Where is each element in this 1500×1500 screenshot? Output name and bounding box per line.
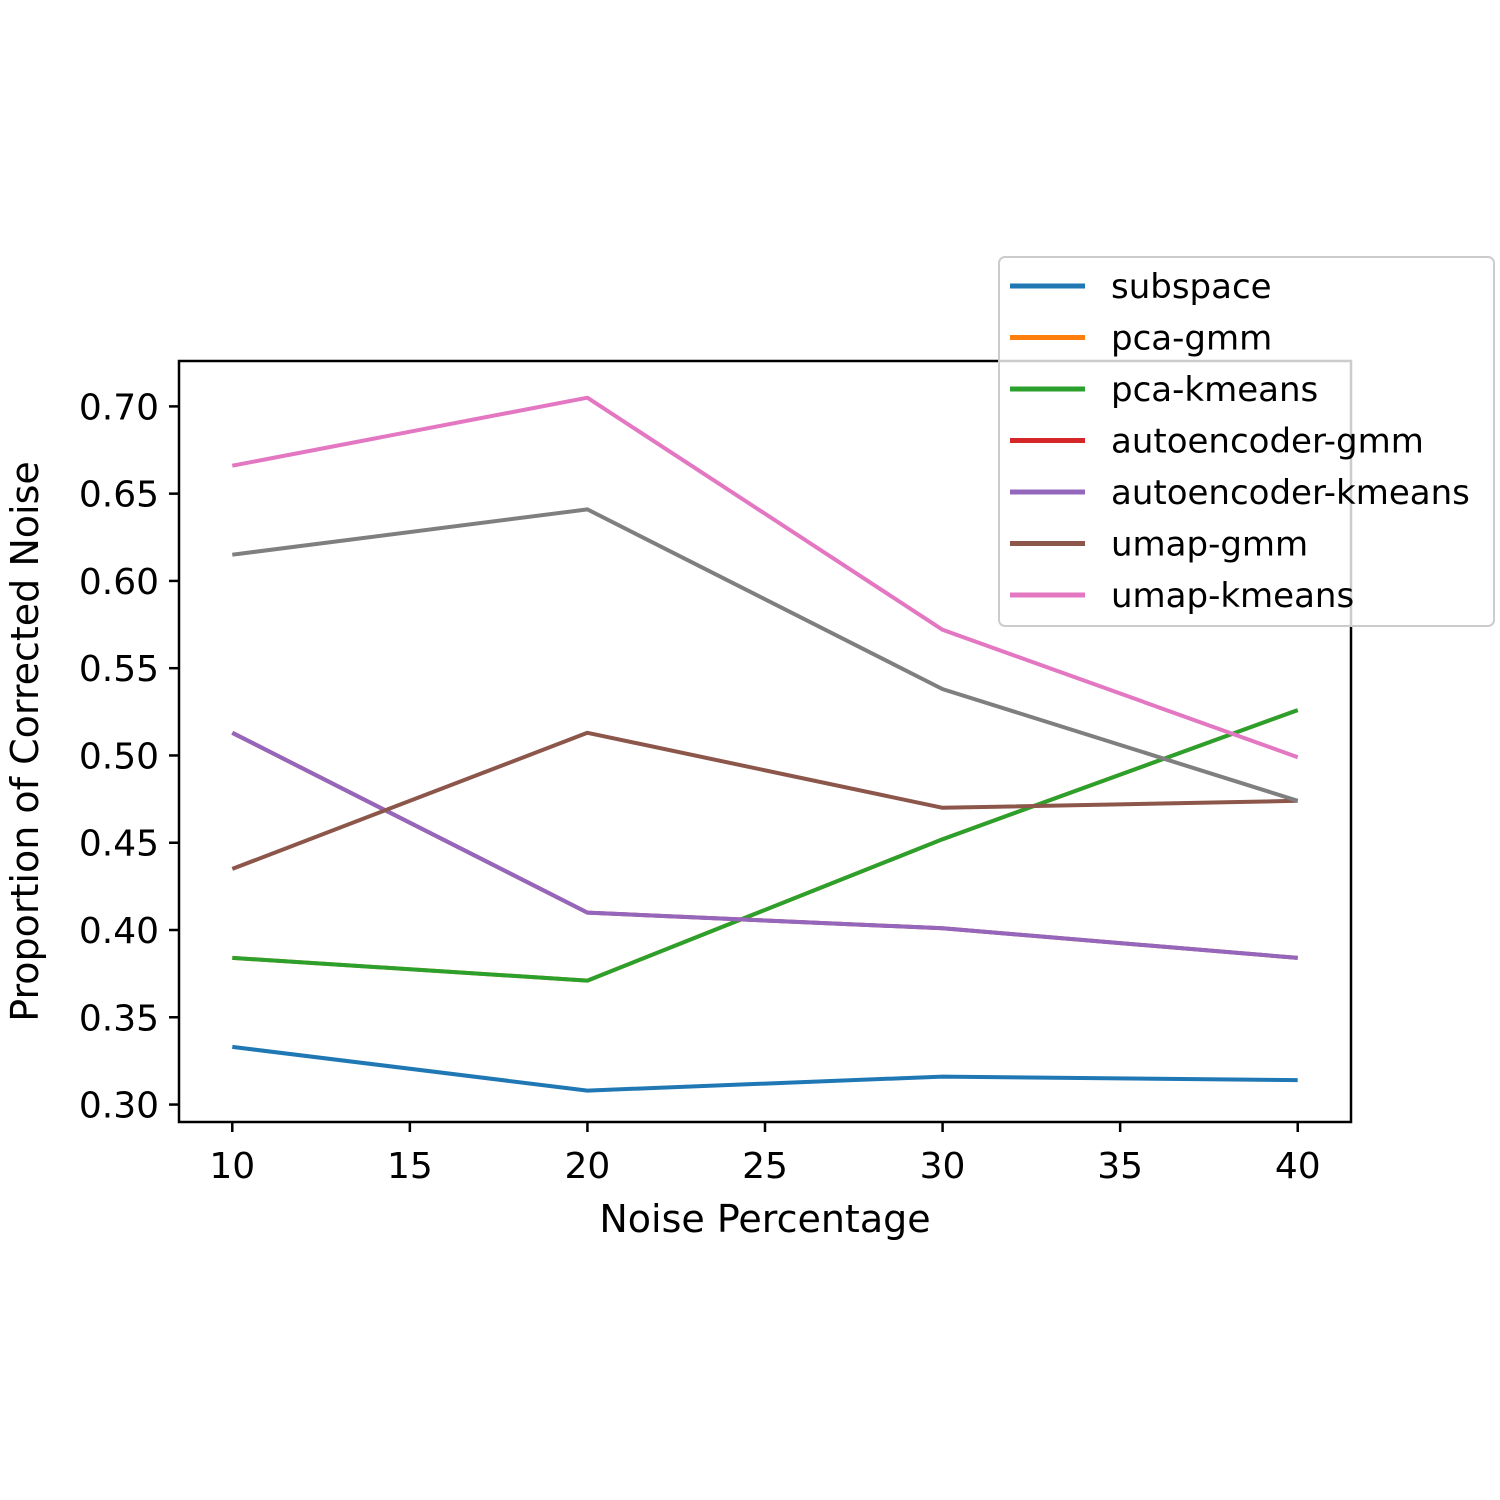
y-tick-label: 0.55: [79, 649, 159, 690]
x-axis-title: Noise Percentage: [599, 1197, 930, 1241]
series-line-subspace: [232, 1044, 1298, 1093]
legend: subspace pca-gmm pca-kmeans autoencoder-gmm…: [998, 256, 1495, 627]
series-line-unlabeled-7: [232, 507, 1299, 803]
y-tick-label: 0.65: [79, 475, 159, 516]
y-tick-label: 0.45: [79, 824, 159, 865]
y-tick-label: 0.50: [79, 736, 159, 777]
x-tick-label: 30: [920, 1146, 966, 1187]
x-tick-label: 25: [742, 1146, 788, 1187]
x-tick-label: 20: [565, 1146, 611, 1187]
legend-label: autoencoder-kmeans: [1111, 473, 1470, 513]
legend-label: autoencoder-gmm: [1111, 422, 1424, 462]
y-tick-label: 0.35: [79, 998, 159, 1039]
series-line-umap-kmeans: [231, 395, 1299, 760]
legend-label: pca-gmm: [1111, 319, 1272, 359]
x-tick-label: 15: [387, 1146, 433, 1187]
x-tick-label: 40: [1275, 1146, 1321, 1187]
x-axis-ticks: 10 15 20 25 30 35 40: [209, 1122, 1321, 1187]
series-line-autoencoder-kmeans: [231, 731, 1298, 960]
legend-label: umap-gmm: [1111, 525, 1308, 565]
legend-label: subspace: [1111, 267, 1272, 307]
y-tick-label: 0.60: [79, 562, 159, 603]
y-axis-title: Proportion of Corrected Noise: [3, 461, 47, 1022]
y-axis-ticks: 0.30 0.35 0.40 0.45 0.50 0.55 0.60 0.65 0.70: [79, 387, 179, 1127]
series-line-umap-gmm: [231, 730, 1298, 871]
series-line-pca-kmeans: [232, 708, 1299, 983]
legend-label: pca-kmeans: [1111, 370, 1318, 410]
legend-label: umap-kmeans: [1111, 576, 1354, 616]
x-tick-label: 35: [1097, 1146, 1143, 1187]
y-tick-label: 0.70: [79, 387, 159, 428]
series-layer: [231, 395, 1299, 1093]
y-tick-label: 0.30: [79, 1086, 159, 1127]
y-tick-label: 0.40: [79, 911, 159, 952]
legend-box: [998, 256, 1495, 627]
x-tick-label: 10: [209, 1146, 255, 1187]
